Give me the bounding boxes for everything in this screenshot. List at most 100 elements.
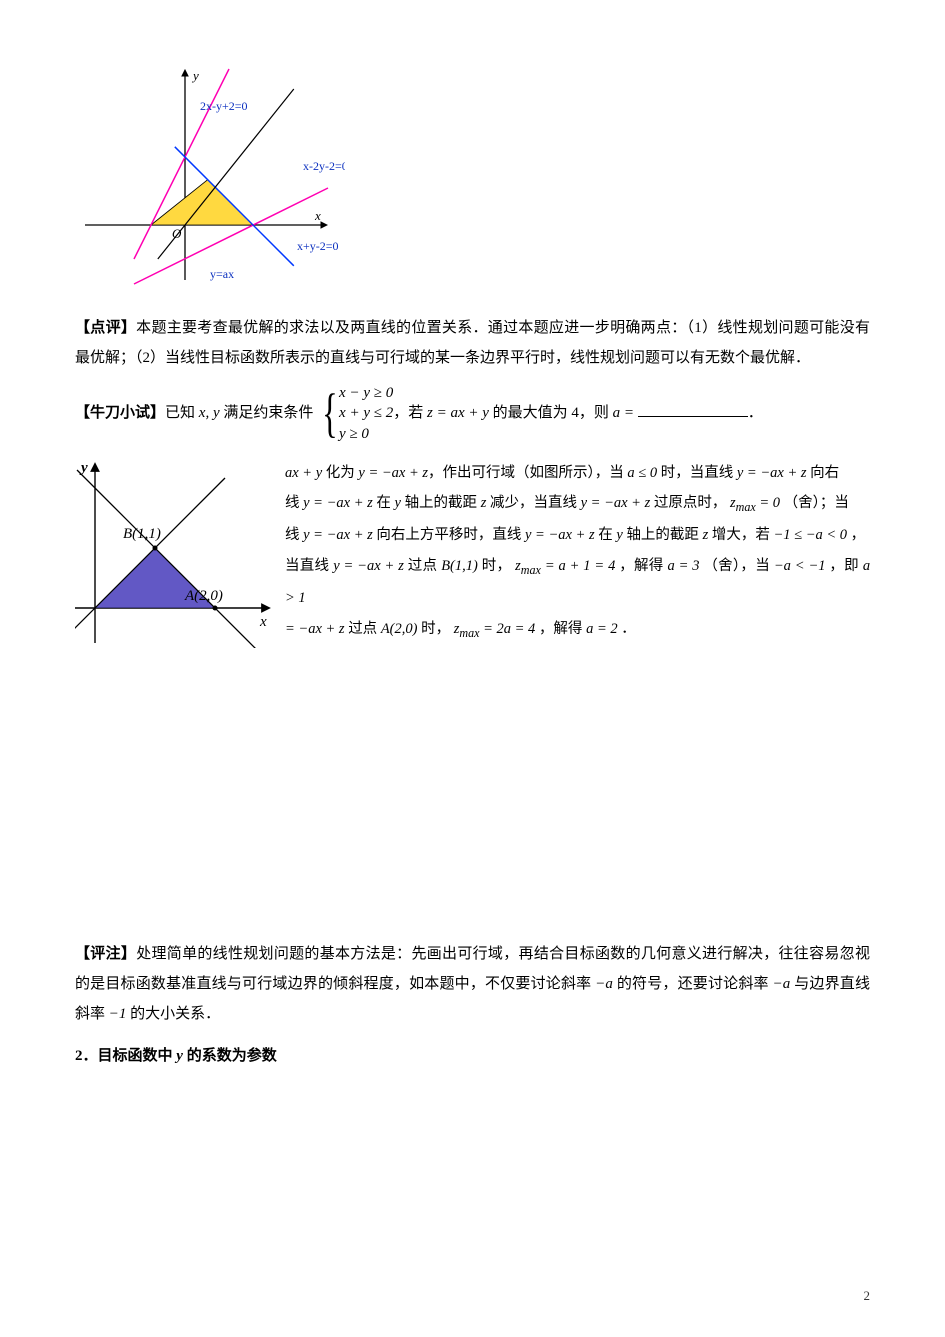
heading-num: 2．: [75, 1048, 98, 1064]
fig1-eq1: 2x-y+2=0: [200, 99, 248, 113]
sol-s3g: 轴上的截距: [626, 527, 699, 543]
sol-s2l: = 0: [759, 495, 780, 511]
practice-cond: 的最大值为 4，则: [493, 405, 609, 421]
figure-1: x y O 2x-y+2=0 x-2y-2=0 x+y-2=0 y=ax: [75, 60, 870, 301]
sol-s3f: y: [616, 527, 622, 543]
solution-block: x y B(1,1) A(2,0) ax + y 化为 y = −ax + z，…: [75, 458, 870, 659]
page-number: 2: [864, 1283, 871, 1309]
practice-askvar: a =: [613, 405, 634, 421]
practice-objective: z = ax + y: [427, 405, 489, 421]
sol-s3h: z: [703, 527, 709, 543]
constraint-1: x − y ≥ 0: [339, 385, 393, 401]
sol-s2b: y = −ax + z: [303, 495, 373, 511]
comment1-body: 本题主要考查最优解的求法以及两直线的位置关系．通过本题应进一步明确两点：（1）线…: [75, 320, 870, 366]
solution-text: ax + y 化为 y = −ax + z，作出可行域（如图所示），当 a ≤ …: [285, 458, 870, 646]
practice-vars: x, y: [199, 405, 220, 421]
sol-s5g: = 2a = 4: [483, 621, 535, 637]
sol-s5c: A(2,0): [381, 621, 418, 637]
practice-label: 【牛刀小试】: [75, 405, 165, 421]
sol-s2f: z: [481, 495, 487, 511]
sol-s3j: −1 ≤ −a < 0: [773, 527, 847, 543]
c2-l1a: 处理简单的线性规划问题的基本方法是：先画出可行域，再结合目标函数的几何意义进行解…: [136, 946, 778, 962]
sol-s5i: a = 2: [586, 621, 618, 637]
sol-s2a: 线: [285, 495, 300, 511]
fig1-eq3: x+y-2=0: [297, 239, 339, 253]
sol-s1d: ，作出可行域（如图所示），当: [428, 465, 624, 481]
section-2-heading: 2．目标函数中 y 的系数为参数: [75, 1041, 870, 1071]
sol-s1b: 化为: [326, 465, 355, 481]
c2-l2c: 的符号，还: [617, 976, 693, 992]
heading-title-b: 的系数为参数: [187, 1048, 277, 1064]
sol-s4k: （舍），当: [703, 558, 770, 574]
fig1-y-label: y: [191, 68, 199, 83]
fig1-x-label: x: [314, 208, 321, 223]
sol-s5f: max: [459, 625, 479, 639]
heading-title-a: 目标函数中: [98, 1048, 173, 1064]
sol-s1f: 时，当直线: [661, 465, 734, 481]
comment2-label: 【评注】: [75, 946, 136, 962]
sol-s4g: max: [521, 563, 541, 577]
sol-s2c: 在: [376, 495, 391, 511]
sol-s3i: 增大，若: [712, 527, 770, 543]
sol-s3c: 向右上方平移时，直线: [376, 527, 521, 543]
fig1-eq4: y=ax: [210, 267, 234, 281]
sol-s2e: 轴上的截距: [405, 495, 478, 511]
fig1-svg: x y O 2x-y+2=0 x-2y-2=0 x+y-2=0 y=ax: [75, 60, 345, 290]
fig2-point-b: B(1,1): [123, 526, 161, 542]
sol-s2g: 减少，当直线: [490, 495, 577, 511]
fig1-eq2: x-2y-2=0: [303, 159, 345, 173]
sol-s1h: 向右: [810, 465, 839, 481]
comment-2-block: 【评注】处理简单的线性规划问题的基本方法是：先画出可行域，再结合目标函数的几何意…: [75, 939, 870, 1071]
sol-s2h: y = −ax + z: [581, 495, 651, 511]
sol-s3d: y = −ax + z: [525, 527, 595, 543]
sol-s3e: 在: [598, 527, 613, 543]
sol-s3k: ，: [851, 527, 866, 543]
sol-s1g: y = −ax + z: [737, 465, 807, 481]
comment1-label: 【点评】: [75, 320, 136, 336]
sol-s5d: 时，: [421, 621, 450, 637]
sol-s5a: = −ax + z: [285, 621, 345, 637]
c2-l3b: −a: [773, 976, 791, 992]
sol-s1e: a ≤ 0: [627, 465, 657, 481]
sol-s3a: 线: [285, 527, 300, 543]
heading-var: y: [176, 1048, 183, 1064]
practice-mid: 满足约束条件: [223, 405, 313, 421]
comment-1: 【点评】本题主要考查最优解的求法以及两直线的位置关系．通过本题应进一步明确两点：…: [75, 313, 870, 373]
sol-s5b: 过点: [348, 621, 377, 637]
sol-s2d: y: [395, 495, 401, 511]
sol-s4i: ，解得: [619, 558, 663, 574]
sol-s1a: ax + y: [285, 465, 322, 481]
sol-s5h: ，解得: [539, 621, 583, 637]
practice-problem: 【牛刀小试】已知 x, y 满足约束条件 { x − y ≥ 0 x + y ≤…: [75, 383, 870, 444]
sol-s4d: B(1,1): [441, 558, 478, 574]
c2-l3e: 的大小关系．: [130, 1006, 220, 1022]
practice-after: ，若: [393, 405, 423, 421]
sol-s4j: a = 3: [667, 558, 699, 574]
fig2-svg: x y B(1,1) A(2,0): [75, 458, 275, 648]
fig2-x-label: x: [259, 614, 267, 630]
constraint-3: y ≥ 0: [339, 426, 369, 442]
c2-l3a: 要讨论斜率: [693, 976, 769, 992]
sol-s4b: y = −ax + z: [333, 558, 404, 574]
sol-s4l: −a < −1: [774, 558, 826, 574]
sol-s3b: y = −ax + z: [303, 527, 373, 543]
sol-s2m: （舍）；当: [784, 495, 849, 511]
c2-l3d: −1: [109, 1006, 127, 1022]
sol-s2i: 过原点时，: [654, 495, 727, 511]
fig2-point-a: A(2,0): [184, 588, 223, 604]
sol-s5j: ．: [621, 621, 636, 637]
sol-s4m: ，即: [829, 558, 859, 574]
c2-l2b: −a: [595, 976, 613, 992]
answer-blank: [638, 401, 748, 417]
comment-2: 【评注】处理简单的线性规划问题的基本方法是：先画出可行域，再结合目标函数的几何意…: [75, 939, 870, 1029]
sol-s4h: = a + 1 = 4: [545, 558, 616, 574]
practice-lead: 已知: [165, 405, 195, 421]
sol-s2k: max: [736, 500, 756, 514]
brace-icon: {: [322, 389, 338, 438]
figure-2: x y B(1,1) A(2,0): [75, 458, 275, 659]
constraint-2: x + y ≤ 2: [339, 405, 393, 421]
sol-s4e: 时，: [482, 558, 512, 574]
sol-s4a: 当直线: [285, 558, 329, 574]
sol-s4c: 过点: [408, 558, 438, 574]
sol-s1c: y = −ax + z: [358, 465, 428, 481]
